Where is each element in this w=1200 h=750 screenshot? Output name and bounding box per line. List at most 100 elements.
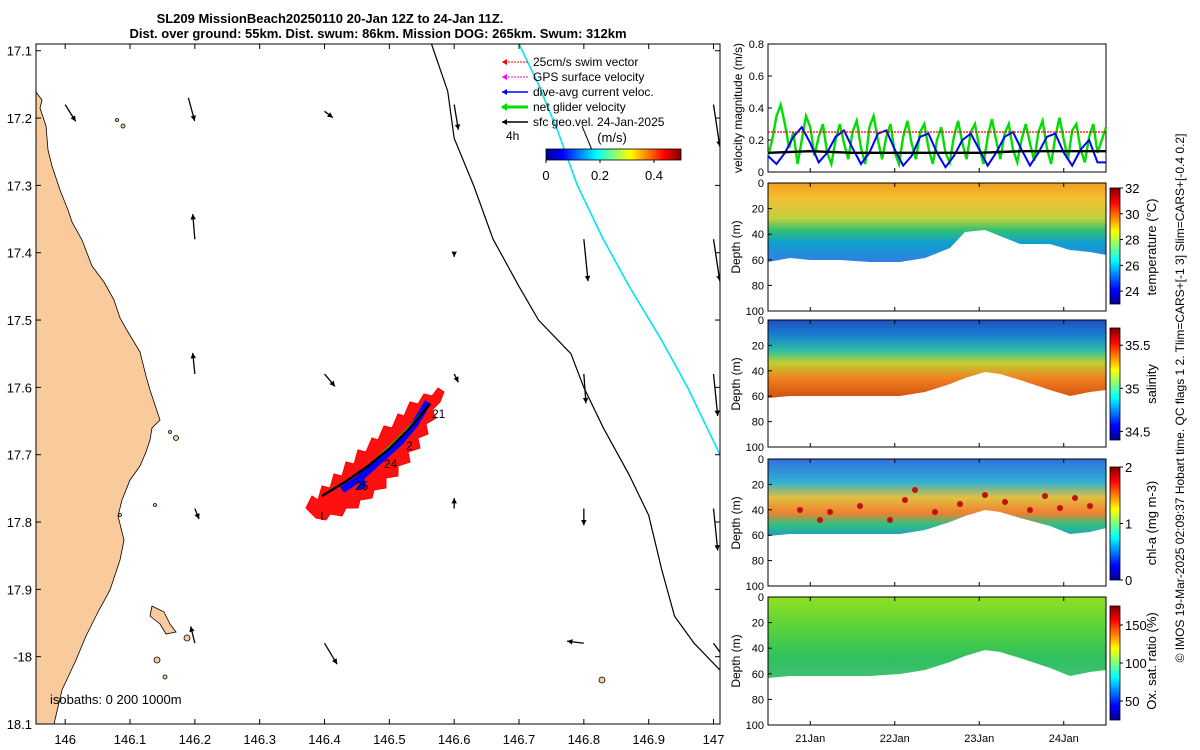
isobaths-label: isobaths: 0 200 1000m <box>50 692 182 707</box>
map-ytick-label: 17.9 <box>7 582 32 597</box>
chla-patch <box>1027 507 1033 513</box>
geo-vector-head <box>190 352 196 359</box>
map-xtick-label: 146.7 <box>503 732 536 747</box>
map-ytick-label: 17.2 <box>7 111 32 126</box>
geo-vector-head <box>714 544 720 551</box>
colorbar-tick-label: 32 <box>1125 181 1139 196</box>
map-ytick-label: 17.5 <box>7 313 32 328</box>
map-xtick-label: 146.9 <box>632 732 665 747</box>
map-ytick-label: -18 <box>13 650 32 665</box>
speed-colorbar-ticks: 0 0.2 0.4 <box>542 160 663 183</box>
colorbar-tick-label: 0.2 <box>591 168 609 183</box>
depth-tick-label: 20 <box>752 340 764 352</box>
island <box>118 513 122 517</box>
map-xtick-label: 146.3 <box>243 732 276 747</box>
depth-tick-label: 100 <box>746 442 764 454</box>
depth-tick-label: 80 <box>752 417 764 429</box>
geo-vector-head <box>714 410 720 416</box>
velocity-yticks: 0 0.2 0.4 0.6 0.8 <box>749 39 772 179</box>
geo-vector-head <box>189 626 195 633</box>
isobath-1000m <box>518 44 720 456</box>
geo-vector-head <box>584 275 591 282</box>
temperature-colorbar-label: temperature (°C) <box>1144 199 1159 296</box>
map-xtick-label: 146.6 <box>438 732 471 747</box>
map-ytick-label: 17.8 <box>7 515 32 530</box>
geo-vector-head <box>190 214 196 220</box>
geo-vector <box>453 373 459 383</box>
velocity-series <box>766 100 1108 169</box>
chla-patch <box>827 509 833 515</box>
chla-patch <box>1072 495 1078 501</box>
legend-gps-velocity: GPS surface velocity <box>533 70 644 84</box>
geo-vector-head <box>716 141 720 147</box>
time-tick-label: 24Jan <box>1049 733 1079 745</box>
island <box>598 676 606 684</box>
figure-title-line1: SL209 MissionBeach20250110 20-Jan 12Z to… <box>157 11 504 26</box>
map-xtick-label: 146.1 <box>114 732 147 747</box>
island <box>173 435 179 441</box>
geo-vector <box>581 508 587 526</box>
velocity-series-line <box>766 100 1108 169</box>
colorbar-label: (m/s) <box>597 130 627 145</box>
map-axis-ticks: 146 146.1 146.2 146.3 146.4 146.5 146.6 146.7 14… <box>7 44 725 747</box>
geo-vector <box>64 104 77 122</box>
temperature-frame <box>767 182 1107 312</box>
geo-vector-shaft <box>712 642 720 654</box>
legend-geo-velocity: sfc geo.vel. 24-Jan-2025 <box>533 115 665 129</box>
depth-tick-label: 0 <box>758 178 764 190</box>
colorbar-tick-label: 1 <box>1125 517 1132 532</box>
geo-vector <box>712 373 720 416</box>
colorbar-tick-label: 24 <box>1125 284 1139 299</box>
geo-vector <box>189 626 196 644</box>
oxygen-ylabel: Depth (m) <box>729 634 743 687</box>
geo-vector-shaft <box>583 239 589 282</box>
oxygen-frame <box>767 596 1107 726</box>
colorbar-tick-label: 100 <box>1125 656 1147 671</box>
map-legend: 25cm/s swim vector GPS surface velocity … <box>501 55 682 183</box>
blue-arrow-head <box>356 476 366 490</box>
velocity-ytick-label: 0.2 <box>749 135 764 147</box>
salinity-panel: Depth (m) salinity <box>729 319 1159 448</box>
colorbar-tick-label: 2 <box>1125 460 1132 475</box>
geo-vector-head <box>332 658 338 665</box>
geo-vector-head <box>327 112 333 118</box>
legend-arrowhead <box>502 59 507 65</box>
oxygen-colorbar-label: Ox. sat. ratio (%) <box>1144 612 1159 710</box>
legend-net-velocity: net glider velocity <box>533 100 626 114</box>
colorbar-tick-label: 26 <box>1125 258 1139 273</box>
day-label: 21 <box>432 407 446 421</box>
legend-dive-current: dive-avg current veloc. <box>533 85 654 99</box>
depth-tick-label: 0 <box>758 592 764 604</box>
colorbar-tick-label: 30 <box>1125 207 1139 222</box>
geo-vector-head <box>190 115 196 121</box>
chla-patch <box>1002 499 1008 505</box>
legend-arrowhead <box>502 89 507 95</box>
geo-vector <box>190 352 196 374</box>
chla-ylabel: Depth (m) <box>729 496 743 549</box>
island <box>115 118 119 122</box>
map-xtick-label: 147 <box>703 732 725 747</box>
geo-vector <box>453 104 461 130</box>
colorbar-tick-label: 34.5 <box>1125 424 1150 439</box>
salinity-ylabel: Depth (m) <box>729 357 743 410</box>
geo-vector <box>190 213 196 240</box>
geo-vector-head <box>451 251 457 257</box>
velocity-series-line <box>767 149 1106 154</box>
map-ytick-label: 17.6 <box>7 380 32 395</box>
section-axis-ticks: 020406080100242628303202040608010034.535… <box>746 168 1150 745</box>
velocity-panel: velocity magnitude (m/s) 0 0.2 0.4 0.6 0.8 <box>731 39 1108 179</box>
geo-vector-head <box>581 520 587 526</box>
map-xtick-label: 146.2 <box>179 732 212 747</box>
salinity-frame <box>767 319 1107 448</box>
colorbar-tick-label: 28 <box>1125 233 1139 248</box>
temperature-colorbar <box>1109 187 1121 305</box>
geo-vector-shaft <box>712 508 719 551</box>
coastline-land <box>36 44 161 724</box>
legend-arrowhead <box>502 119 507 125</box>
colorbar-tick-label: 0 <box>542 168 549 183</box>
chla-patch <box>1057 505 1063 511</box>
geo-vector <box>582 373 589 404</box>
colorbar-tick-label: 35.5 <box>1125 338 1150 353</box>
map-ytick-label: 17.1 <box>7 44 32 59</box>
